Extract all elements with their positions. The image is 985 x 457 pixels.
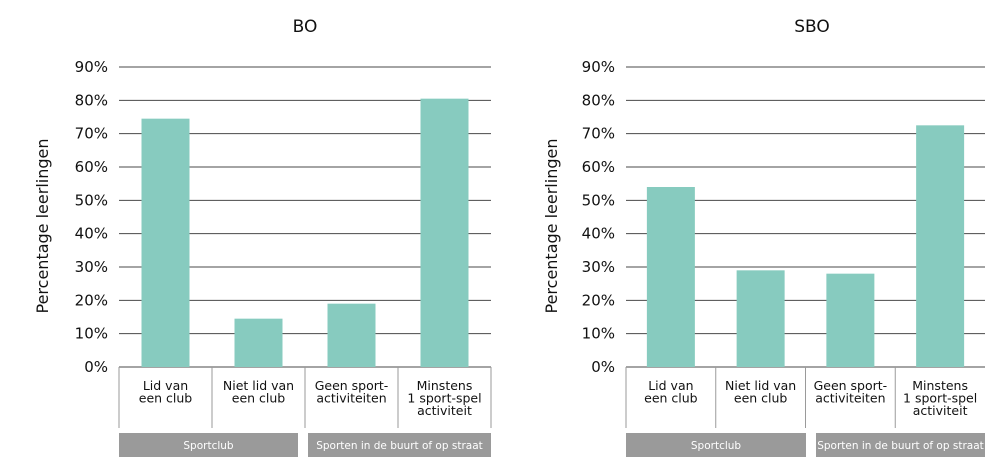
bar (421, 99, 469, 367)
x-category-label: activiteiten (815, 391, 885, 406)
bar (647, 187, 695, 367)
y-tick-label: 30% (582, 258, 615, 276)
x-category-label: activiteit (913, 403, 968, 418)
y-tick-label: 30% (75, 258, 108, 276)
y-tick-label: 70% (582, 125, 615, 143)
y-tick-label: 80% (75, 91, 108, 109)
chart-title: SBO (794, 17, 830, 37)
y-axis-label: Percentage leerlingen (542, 139, 561, 314)
y-axis-label: Percentage leerlingen (33, 139, 52, 314)
y-tick-label: 20% (75, 291, 108, 309)
x-category-label: een club (139, 391, 193, 406)
chart-panel-sbo: SBO Percentage leerlingen 0% 10% 20% 30% 40% 50… (542, 17, 985, 457)
y-tick-label: 0% (84, 358, 108, 376)
y-tick-label: 20% (582, 291, 615, 309)
y-tick-label: 50% (582, 191, 615, 209)
bar (916, 125, 964, 367)
x-category-label: activiteiten (316, 391, 386, 406)
group-label: Sportclub (691, 440, 742, 452)
bar (737, 270, 785, 367)
bar (142, 119, 190, 367)
group-label: Sporten in de buurt of op straat (316, 440, 483, 452)
y-tick-label: 60% (582, 158, 615, 176)
group-label: Sporten in de buurt of op straat (817, 440, 984, 452)
y-tick-label: 70% (75, 125, 108, 143)
y-tick-label: 90% (582, 58, 615, 76)
x-category-label: een club (734, 391, 788, 406)
chart-title: BO (293, 17, 318, 37)
y-tick-label: 0% (591, 358, 615, 376)
y-tick-label: 80% (582, 91, 615, 109)
x-category-label: een club (644, 391, 698, 406)
bar (235, 319, 283, 367)
bar (826, 274, 874, 367)
x-category-label: activiteit (417, 403, 472, 418)
y-tick-label: 10% (582, 325, 615, 343)
y-tick-label: 40% (582, 225, 615, 243)
y-tick-label: 40% (75, 225, 108, 243)
x-category-label: een club (232, 391, 286, 406)
group-label: Sportclub (183, 440, 234, 452)
chart-panel-bo: BO Percentage leerlingen 0% 10% 20% 30% 40% 50%… (33, 17, 491, 457)
bar (328, 304, 376, 367)
y-tick-label: 50% (75, 191, 108, 209)
y-tick-label: 90% (75, 58, 108, 76)
y-tick-label: 10% (75, 325, 108, 343)
y-tick-label: 60% (75, 158, 108, 176)
